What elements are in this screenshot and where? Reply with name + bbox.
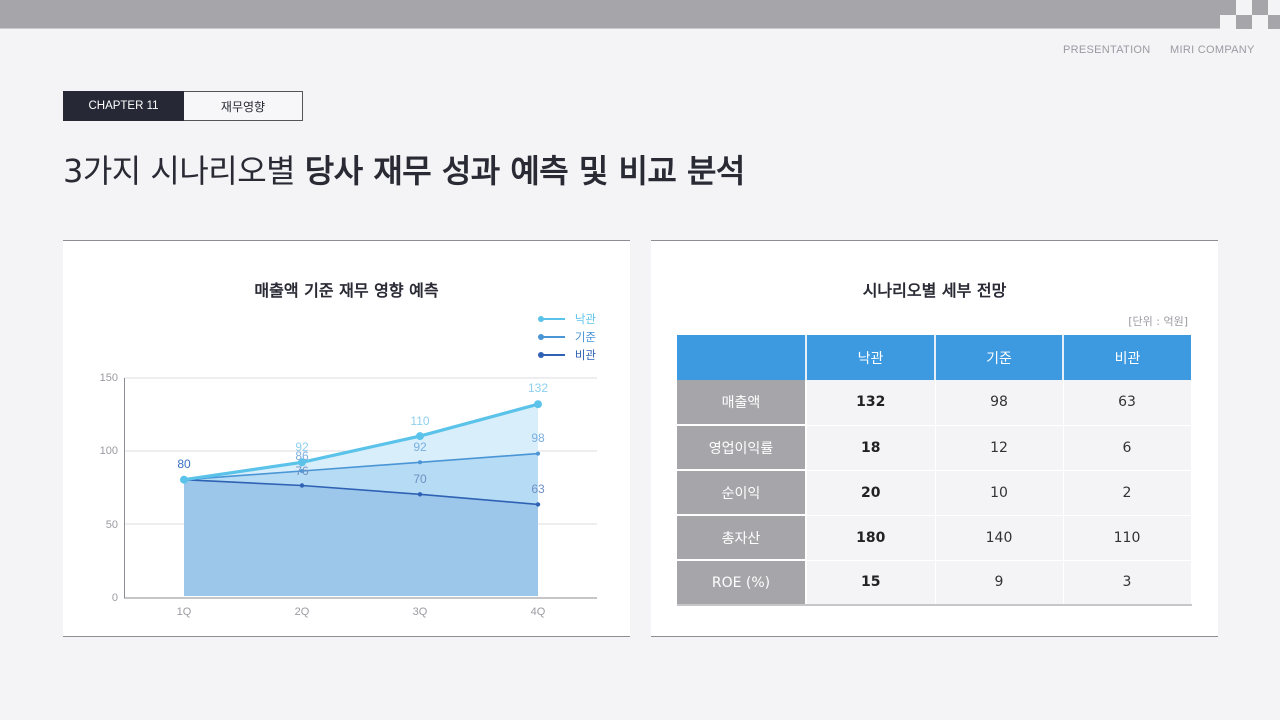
top-bar bbox=[0, 0, 1280, 29]
column-header: 비관 bbox=[1063, 335, 1191, 380]
svg-text:92: 92 bbox=[413, 440, 427, 454]
svg-text:50: 50 bbox=[106, 519, 118, 531]
table-cell: 18 bbox=[806, 425, 936, 471]
table-card: 시나리오별 세부 전망 [단위 : 억원] 낙관 기준 비관 매출액 132 9… bbox=[651, 240, 1218, 637]
y-axis-ticks: 150 100 50 0 bbox=[100, 372, 118, 604]
table-row: 총자산 180 140 110 bbox=[677, 515, 1192, 561]
data-labels: 80 92 110 132 86 92 98 76 70 63 bbox=[177, 381, 548, 496]
legend-item-pessimistic: 비관 bbox=[537, 346, 596, 364]
svg-text:3Q: 3Q bbox=[413, 606, 428, 618]
table-row: 영업이익률 18 12 6 bbox=[677, 425, 1192, 471]
svg-text:4Q: 4Q bbox=[531, 606, 546, 618]
chapter-badge: CHAPTER 11 재무영향 bbox=[63, 91, 303, 121]
legend-line-icon bbox=[537, 334, 565, 340]
company-label: MIRI COMPANY bbox=[1170, 44, 1255, 56]
line-area-chart: 150 100 50 0 1Q 2Q 3Q 4Q 80 92 110 132 8… bbox=[100, 372, 597, 618]
table-row: 매출액 132 98 63 bbox=[677, 380, 1192, 426]
column-header bbox=[677, 335, 807, 380]
presentation-label: PRESENTATION bbox=[1063, 44, 1151, 56]
table-cell: 10 bbox=[935, 470, 1064, 516]
row-header: ROE (%) bbox=[677, 560, 807, 606]
table-cell: 3 bbox=[1063, 560, 1192, 606]
column-header: 낙관 bbox=[806, 335, 936, 380]
legend-item-base: 기준 bbox=[537, 328, 596, 346]
table-cell: 63 bbox=[1063, 380, 1192, 426]
svg-text:92: 92 bbox=[295, 440, 309, 454]
table-cell: 110 bbox=[1063, 515, 1192, 561]
table-cell: 98 bbox=[935, 380, 1064, 426]
chapter-number: CHAPTER 11 bbox=[63, 91, 184, 121]
chart-legend: 낙관 기준 비관 bbox=[537, 310, 596, 364]
table-cell: 12 bbox=[935, 425, 1064, 471]
table-cell: 6 bbox=[1063, 425, 1192, 471]
svg-text:1Q: 1Q bbox=[177, 606, 192, 618]
row-header: 순이익 bbox=[677, 470, 807, 516]
table-row: ROE (%) 15 9 3 bbox=[677, 560, 1192, 606]
row-header: 매출액 bbox=[677, 380, 807, 426]
table-cell: 180 bbox=[806, 515, 936, 561]
svg-text:2Q: 2Q bbox=[295, 606, 310, 618]
table-cell: 20 bbox=[806, 470, 936, 516]
page-title-light: 3가지 시나리오별 bbox=[63, 152, 305, 190]
legend-line-icon bbox=[537, 352, 565, 358]
table-row: 순이익 20 10 2 bbox=[677, 470, 1192, 516]
column-header: 기준 bbox=[935, 335, 1064, 380]
svg-text:98: 98 bbox=[531, 431, 545, 445]
svg-text:86: 86 bbox=[295, 449, 309, 463]
unit-label: [단위 : 억원] bbox=[1128, 315, 1188, 328]
table-cell: 132 bbox=[806, 380, 936, 426]
svg-text:132: 132 bbox=[528, 381, 548, 395]
row-header: 총자산 bbox=[677, 515, 807, 561]
chapter-name: 재무영향 bbox=[184, 91, 303, 121]
svg-text:63: 63 bbox=[531, 482, 545, 496]
svg-text:100: 100 bbox=[100, 445, 118, 457]
table-cell: 15 bbox=[806, 560, 936, 606]
table-cell: 140 bbox=[935, 515, 1064, 561]
legend-line-icon bbox=[537, 316, 565, 322]
svg-text:80: 80 bbox=[177, 457, 191, 471]
legend-item-optimistic: 낙관 bbox=[537, 310, 596, 328]
svg-text:150: 150 bbox=[100, 372, 118, 384]
chart-card: 매출액 기준 재무 영향 예측 낙관 기준 비관 bbox=[63, 240, 630, 637]
svg-text:70: 70 bbox=[413, 472, 427, 486]
x-axis-ticks: 1Q 2Q 3Q 4Q bbox=[177, 606, 546, 618]
table-header-row: 낙관 기준 비관 bbox=[677, 335, 1191, 380]
svg-text:110: 110 bbox=[410, 414, 429, 428]
table-cell: 2 bbox=[1063, 470, 1192, 516]
page-title: 3가지 시나리오별 당사 재무 성과 예측 및 비교 분석 bbox=[63, 146, 745, 192]
table-title: 시나리오별 세부 전망 bbox=[862, 281, 1007, 300]
svg-text:0: 0 bbox=[112, 592, 118, 604]
svg-text:76: 76 bbox=[295, 464, 309, 478]
scenario-table: 낙관 기준 비관 매출액 132 98 63 영업이익률 18 12 6 순이익… bbox=[677, 335, 1192, 606]
chart-title: 매출액 기준 재무 영향 예측 bbox=[254, 281, 439, 300]
table-cell: 9 bbox=[935, 560, 1064, 606]
page-title-bold: 당사 재무 성과 예측 및 비교 분석 bbox=[304, 152, 746, 190]
row-header: 영업이익률 bbox=[677, 425, 807, 471]
